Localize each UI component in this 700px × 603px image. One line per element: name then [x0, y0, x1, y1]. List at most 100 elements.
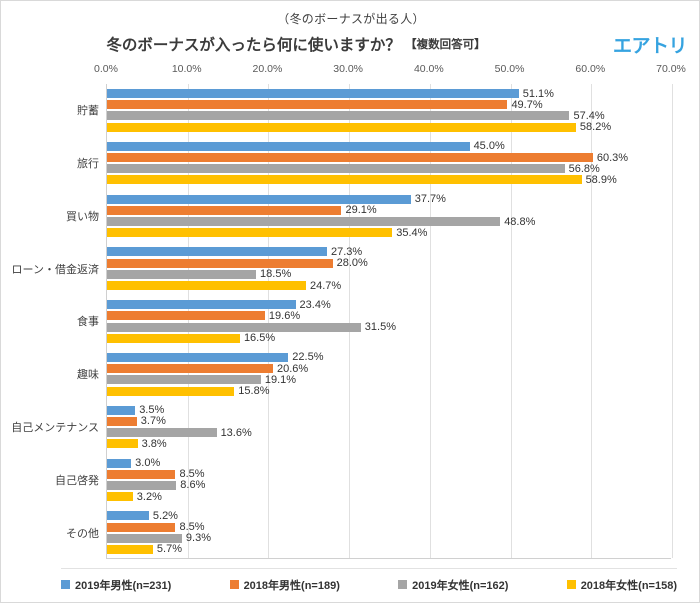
- bar-row[interactable]: 57.4%: [107, 110, 605, 122]
- gridline: [268, 84, 270, 558]
- bar[interactable]: [107, 439, 138, 449]
- bar-row[interactable]: 23.4%: [107, 299, 331, 311]
- category-group: その他 5.2% 8.5% 9.3% 5.7%: [66, 506, 671, 559]
- bar-row[interactable]: 3.2%: [107, 491, 162, 503]
- x-tick-label: 10.0%: [171, 63, 202, 75]
- bar[interactable]: [107, 247, 327, 257]
- gridline: [510, 84, 512, 558]
- bar-row[interactable]: 9.3%: [107, 532, 211, 544]
- bar[interactable]: [107, 141, 470, 151]
- bar[interactable]: [107, 428, 217, 438]
- bar[interactable]: [107, 522, 176, 532]
- bar-value-label: 3.0%: [135, 457, 161, 470]
- bar-value-label: 8.5%: [179, 468, 205, 481]
- category-label: 買い物: [66, 210, 99, 223]
- bar-row[interactable]: 48.8%: [107, 216, 535, 228]
- bar-row[interactable]: 58.9%: [107, 174, 617, 186]
- bar[interactable]: [107, 480, 177, 490]
- legend-item[interactable]: 2019年男性(n=231): [61, 577, 171, 593]
- x-axis-labels: 0.0% 10.0% 20.0% 30.0% 40.0% 50.0% 60.0% 70.0%: [1, 63, 699, 83]
- bar-row[interactable]: 3.5%: [107, 404, 164, 416]
- bar-row[interactable]: 37.7%: [107, 193, 446, 205]
- bar[interactable]: [107, 492, 133, 502]
- legend-swatch: [398, 580, 408, 589]
- bar-row[interactable]: 5.2%: [107, 510, 178, 522]
- bar[interactable]: [107, 352, 289, 362]
- legend-item[interactable]: 2019年女性(n=162): [398, 577, 508, 593]
- legend-item[interactable]: 2018年男性(n=189): [229, 577, 340, 593]
- bar[interactable]: [107, 416, 137, 426]
- bar-row[interactable]: 16.5%: [107, 332, 275, 344]
- bar[interactable]: [107, 153, 593, 163]
- bar[interactable]: [107, 258, 333, 268]
- x-tick-label: 50.0%: [494, 63, 525, 75]
- bar-row[interactable]: 15.8%: [107, 385, 270, 397]
- bar-row[interactable]: 35.4%: [107, 227, 427, 239]
- bar-row[interactable]: 8.5%: [107, 468, 205, 480]
- bar[interactable]: [107, 511, 149, 521]
- bar[interactable]: [107, 544, 153, 554]
- bar[interactable]: [107, 194, 411, 204]
- bar-row[interactable]: 28.0%: [107, 257, 368, 269]
- bar[interactable]: [107, 111, 570, 121]
- bar-row[interactable]: 18.5%: [107, 268, 291, 280]
- bar-row[interactable]: 3.7%: [107, 415, 166, 427]
- x-tick-label: 30.0%: [333, 63, 364, 75]
- bar-value-label: 60.3%: [596, 151, 629, 164]
- page-title-note: 【複数回答可】: [405, 39, 486, 51]
- bar[interactable]: [107, 300, 296, 310]
- bar-row[interactable]: 22.5%: [107, 351, 323, 363]
- bar-row[interactable]: 19.1%: [107, 374, 296, 386]
- bar[interactable]: [107, 322, 361, 332]
- legend-item[interactable]: 2018年女性(n=158): [566, 577, 677, 593]
- bar-row[interactable]: 19.6%: [107, 310, 300, 322]
- bar[interactable]: [107, 386, 235, 396]
- title-row: 冬のボーナスが入ったら何に使いますか？ 【複数回答可】 エアトリ: [1, 33, 699, 59]
- bar[interactable]: [107, 458, 132, 468]
- bar[interactable]: [107, 164, 565, 174]
- bar-row[interactable]: 27.3%: [107, 246, 362, 258]
- bar[interactable]: [107, 405, 136, 415]
- bar-row[interactable]: 31.5%: [107, 321, 396, 333]
- chart-subtitle: （冬のボーナスが出る人）: [277, 12, 425, 26]
- bar-row[interactable]: 45.0%: [107, 140, 505, 152]
- bar[interactable]: [107, 311, 265, 321]
- bar[interactable]: [107, 364, 273, 374]
- gridline: [349, 84, 351, 558]
- brand-logo: エアトリ: [612, 36, 688, 57]
- bar[interactable]: [107, 533, 182, 543]
- bar[interactable]: [107, 228, 393, 238]
- bar[interactable]: [107, 100, 508, 110]
- bar-row[interactable]: 3.0%: [107, 457, 160, 469]
- bar[interactable]: [107, 89, 519, 99]
- category-label: ローン・借金返済: [11, 263, 99, 276]
- bar-row[interactable]: 8.5%: [107, 521, 205, 533]
- category-group: 自己啓発 3.0% 8.5% 8.6% 3.2%: [55, 453, 671, 506]
- bar-row[interactable]: 56.8%: [107, 163, 600, 175]
- bar[interactable]: [107, 205, 342, 215]
- bar[interactable]: [107, 122, 576, 132]
- bar-row[interactable]: 29.1%: [107, 204, 377, 216]
- bar[interactable]: [107, 269, 257, 279]
- bar-value-label: 51.1%: [522, 87, 554, 100]
- bar-row[interactable]: 13.6%: [107, 427, 252, 439]
- bar-row[interactable]: 3.8%: [107, 438, 167, 450]
- bar[interactable]: [107, 333, 240, 343]
- bar-value-label: 5.2%: [152, 509, 178, 522]
- bar-row[interactable]: 60.3%: [107, 152, 628, 164]
- bar[interactable]: [107, 281, 306, 291]
- bar-row[interactable]: 5.7%: [107, 543, 182, 555]
- bar-row[interactable]: 49.7%: [107, 99, 543, 111]
- bar-row[interactable]: 58.2%: [107, 121, 611, 133]
- category-label: 自己啓発: [55, 474, 99, 487]
- bar-value-label: 22.5%: [292, 351, 324, 364]
- bar-row[interactable]: 51.1%: [107, 88, 554, 100]
- bar[interactable]: [107, 217, 501, 227]
- bar-value-label: 48.8%: [504, 215, 536, 228]
- bar[interactable]: [107, 469, 176, 479]
- bar-row[interactable]: 24.7%: [107, 280, 341, 292]
- bar[interactable]: [107, 175, 582, 185]
- bar[interactable]: [107, 375, 261, 385]
- bar-row[interactable]: 8.6%: [107, 479, 205, 491]
- bar-row[interactable]: 20.6%: [107, 363, 308, 375]
